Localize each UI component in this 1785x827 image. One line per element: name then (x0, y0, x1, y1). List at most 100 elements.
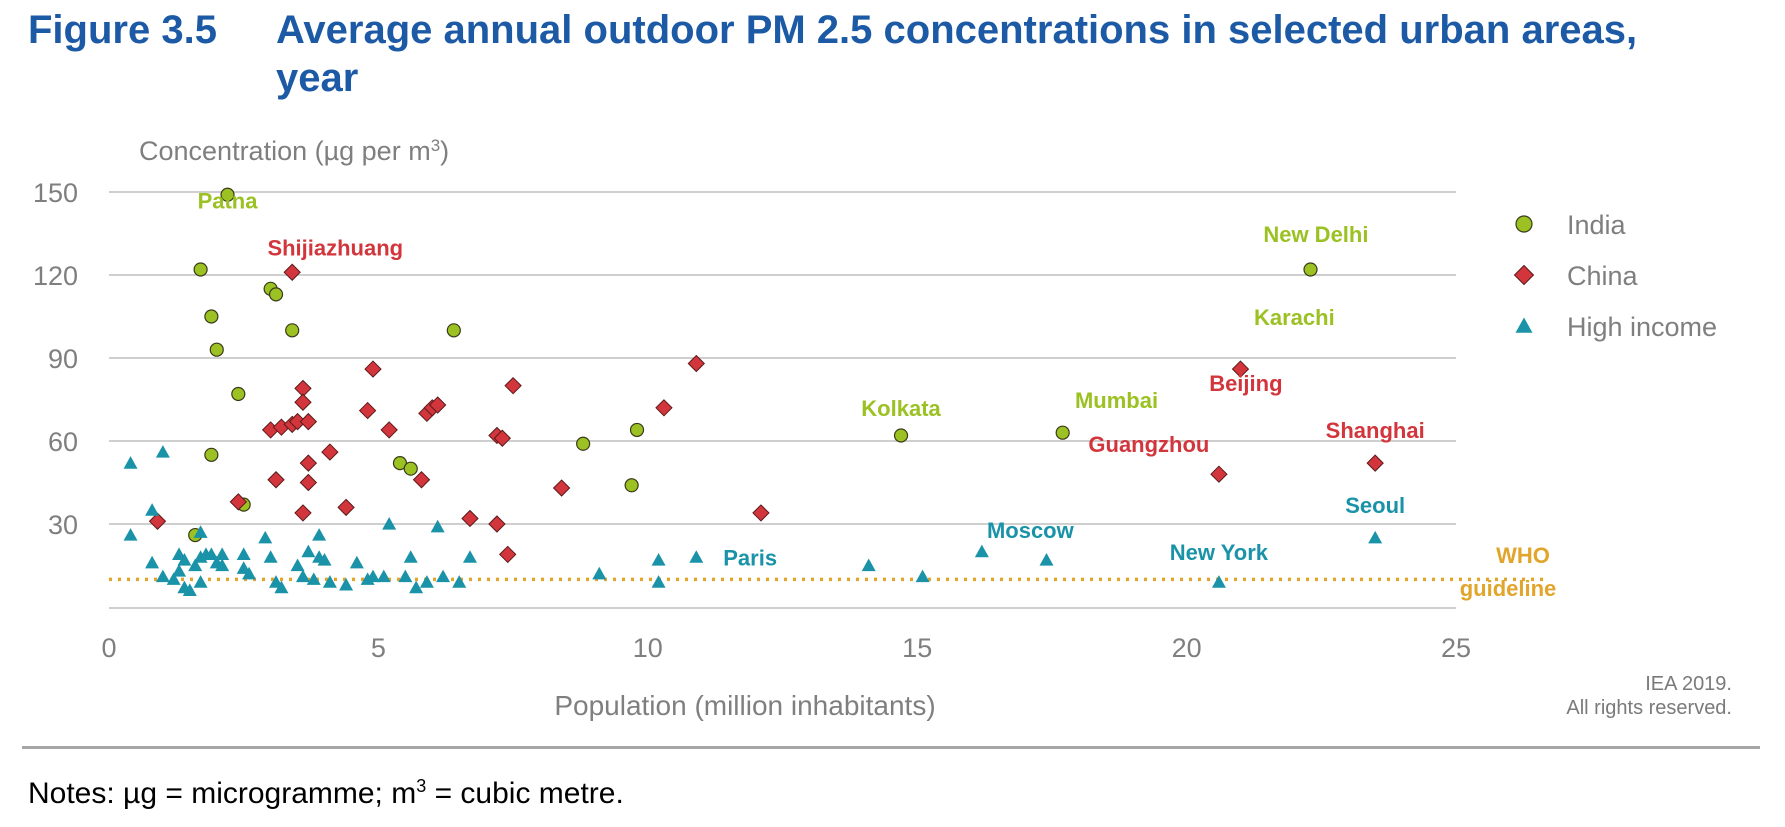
high-income-point-23 (242, 566, 257, 580)
annotation-shijiazhuang: Shijiazhuang (267, 236, 403, 261)
high-income-point-11 (182, 583, 197, 596)
china-point-26 (504, 376, 522, 395)
annotation-moscow: Moscow (987, 518, 1075, 543)
high-income-point-36 (339, 577, 354, 591)
china-point-30 (655, 399, 673, 417)
x-tick-10: 10 (633, 633, 663, 663)
china-point-33 (1210, 465, 1228, 483)
india-point-15 (629, 422, 645, 438)
annotation-seoul: Seoul (1345, 493, 1405, 518)
high-income-point-52 (651, 575, 666, 588)
high-income-point-32 (312, 528, 327, 541)
high-income-point-21 (236, 547, 251, 561)
india-point-14 (576, 436, 591, 451)
x-tick-15: 15 (902, 633, 932, 663)
high-income-point-6 (166, 572, 181, 585)
annotation-shanghai: Shanghai (1326, 418, 1425, 443)
figure-title: Average annual outdoor PM 2.5 concentrat… (276, 8, 1638, 100)
india-point-13 (403, 461, 418, 476)
india-point-17 (893, 428, 909, 443)
china-point-25 (493, 429, 512, 447)
high-income-point-31 (306, 572, 321, 585)
china-point-18 (380, 421, 398, 439)
high-income-point-51 (651, 552, 666, 566)
high-income-point-17 (204, 547, 219, 561)
high-income-point-43 (403, 550, 418, 563)
annotation-patna: Patna (198, 189, 259, 214)
high-income-point-3 (145, 503, 160, 516)
scatter-chart: 30 60 90 120 150 0 5 10 15 20 25 Concentration (µg … (33, 136, 1717, 722)
china-point-12 (267, 471, 285, 489)
china-point-32 (752, 504, 770, 522)
legend-marker-high-income (1515, 317, 1533, 333)
india-point-2 (204, 309, 219, 324)
china-point-27 (488, 515, 506, 533)
high-income-point-9 (177, 552, 192, 566)
notes-text: Notes: µg = microgramme; m (28, 777, 417, 810)
notes-sup: 3 (416, 776, 427, 796)
legend-label-india: India (1567, 210, 1627, 240)
credit: IEA 2019. All rights reserved. (1566, 672, 1732, 720)
high-income-point-19 (215, 547, 230, 561)
china-point-2 (364, 360, 382, 378)
china-point-31 (687, 354, 705, 373)
high-income-point-25 (263, 550, 278, 563)
china-point-16 (337, 498, 355, 517)
high-income-point-27 (274, 580, 289, 594)
china-point-4 (294, 393, 312, 411)
y-tick-150: 150 (33, 178, 78, 208)
india-point-0 (220, 187, 235, 202)
high-income-point-53 (689, 550, 704, 563)
y-axis-title: Concentration (µg per m3) (139, 136, 449, 167)
high-income-point-15 (193, 525, 208, 538)
high-income-point-57 (1039, 552, 1054, 566)
china-point-15 (229, 493, 248, 511)
high-income-point-34 (317, 552, 332, 566)
high-income-point-2 (123, 528, 138, 541)
india-point-4 (231, 386, 246, 402)
notes-suffix: = cubic metre. (426, 777, 624, 810)
high-income-point-30 (301, 544, 316, 558)
india-point-1 (193, 262, 208, 277)
credit-line-2: All rights reserved. (1566, 697, 1732, 719)
annotation-karachi: Karachi (1254, 305, 1335, 330)
china-point-10 (321, 443, 339, 461)
high-income-point-12 (188, 558, 203, 572)
high-income-point-24 (258, 530, 273, 544)
high-income-point-41 (382, 517, 397, 530)
china-point-14 (294, 504, 312, 522)
india-point-19 (1303, 262, 1318, 277)
high-income-point-59 (1368, 530, 1383, 544)
high-income-point-14 (193, 575, 208, 588)
high-income-point-45 (419, 575, 434, 588)
china-point-0 (148, 512, 167, 530)
who-label-line-1: WHO (1496, 543, 1550, 568)
y-tick-60: 60 (48, 427, 78, 457)
legend-label-china: China (1567, 261, 1639, 291)
high-income-point-0 (123, 456, 138, 469)
high-income-point-54 (861, 558, 876, 572)
high-income-point-1 (155, 445, 170, 458)
high-income-point-4 (145, 555, 160, 569)
annotation-guangzhou: Guangzhou (1088, 432, 1209, 457)
who-label-line-2: guideline (1460, 576, 1557, 601)
india-point-16 (624, 478, 639, 493)
y-tick-120: 120 (33, 261, 78, 291)
annotation-mumbai: Mumbai (1075, 388, 1158, 413)
china-point-22 (412, 471, 431, 489)
china-point-34 (1231, 360, 1250, 378)
china-point-21 (428, 396, 447, 414)
legend-marker-india (1515, 215, 1533, 233)
high-income-point-35 (322, 575, 337, 588)
china-point-29 (552, 479, 571, 497)
x-tick-0: 0 (101, 633, 116, 663)
x-axis-title: Population (million inhabitants) (554, 690, 935, 721)
china-point-23 (461, 509, 479, 528)
high-income-point-29 (295, 569, 310, 583)
high-income-point-28 (290, 558, 305, 572)
india-point-5 (204, 447, 219, 462)
annotation-kolkata: Kolkata (861, 396, 941, 421)
china-point-9 (299, 412, 318, 431)
annotation-new-york: New York (1170, 540, 1269, 565)
china-point-13 (299, 473, 318, 492)
